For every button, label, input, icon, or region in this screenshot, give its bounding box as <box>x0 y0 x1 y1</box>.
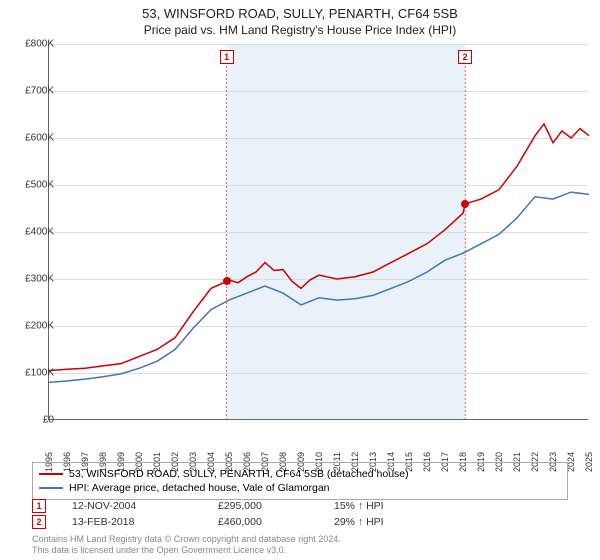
legend-row-property: 53, WINSFORD ROAD, SULLY, PENARTH, CF64 … <box>39 467 561 481</box>
chart-title: 53, WINSFORD ROAD, SULLY, PENARTH, CF64 … <box>0 0 600 21</box>
sale-marker-badge: 2 <box>458 50 472 64</box>
sale-marker-badge: 1 <box>220 50 234 64</box>
y-axis-label: £600K <box>8 133 54 144</box>
sale-dot <box>461 200 469 208</box>
legend-label-property: 53, WINSFORD ROAD, SULLY, PENARTH, CF64 … <box>69 468 409 480</box>
sale-date: 13-FEB-2018 <box>72 516 192 528</box>
footer-line-2: This data is licensed under the Open Gov… <box>32 545 341 556</box>
footer-line-1: Contains HM Land Registry data © Crown c… <box>32 534 341 545</box>
sale-marker-badge: 2 <box>32 515 46 529</box>
legend-row-hpi: HPI: Average price, detached house, Vale… <box>39 481 561 495</box>
y-axis-label: £200K <box>8 321 54 332</box>
sale-price: £295,000 <box>218 500 308 512</box>
y-axis-label: £800K <box>8 39 54 50</box>
line-hpi <box>49 192 589 382</box>
sales-row: 2 13-FEB-2018 £460,000 29% ↑ HPI <box>32 514 424 530</box>
sale-diff: 29% ↑ HPI <box>334 516 424 528</box>
sale-price: £460,000 <box>218 516 308 528</box>
legend-box: 53, WINSFORD ROAD, SULLY, PENARTH, CF64 … <box>32 462 568 500</box>
sale-diff: 15% ↑ HPI <box>334 500 424 512</box>
footer-attribution: Contains HM Land Registry data © Crown c… <box>32 534 341 556</box>
x-axis-label: 2025 <box>584 452 594 472</box>
y-axis-label: £500K <box>8 180 54 191</box>
chart-container: 53, WINSFORD ROAD, SULLY, PENARTH, CF64 … <box>0 0 600 560</box>
line-property <box>49 124 589 371</box>
line-layer <box>49 44 588 419</box>
y-axis-label: £100K <box>8 368 54 379</box>
sale-date: 12-NOV-2004 <box>72 500 192 512</box>
legend-swatch-property <box>39 473 63 475</box>
sale-dot <box>223 277 231 285</box>
y-axis-label: £700K <box>8 86 54 97</box>
y-axis-label: £300K <box>8 274 54 285</box>
sale-marker-badge: 1 <box>32 499 46 513</box>
sales-table: 1 12-NOV-2004 £295,000 15% ↑ HPI 2 13-FEB-201… <box>32 498 424 530</box>
x-axis-ticks: 1995199619971998199920002001200220032004… <box>48 420 588 460</box>
legend-swatch-hpi <box>39 487 63 489</box>
plot-area: 12 <box>48 44 588 420</box>
y-axis-label: £400K <box>8 227 54 238</box>
chart-subtitle: Price paid vs. HM Land Registry's House … <box>0 21 600 37</box>
y-axis-label: £0 <box>8 415 54 426</box>
sales-row: 1 12-NOV-2004 £295,000 15% ↑ HPI <box>32 498 424 514</box>
legend-label-hpi: HPI: Average price, detached house, Vale… <box>69 482 330 494</box>
